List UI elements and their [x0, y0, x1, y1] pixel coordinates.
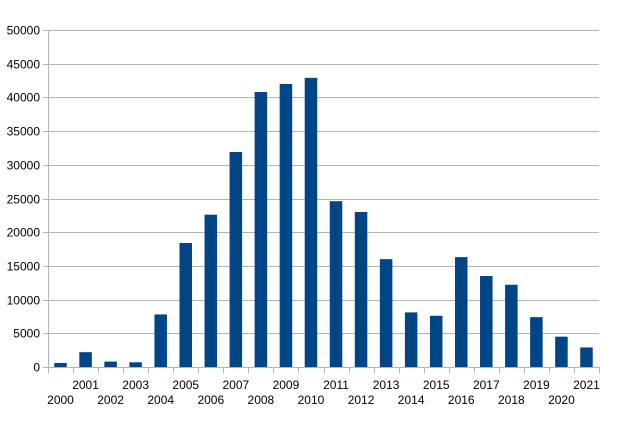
x-tick-label: 2015	[423, 378, 450, 392]
x-tick-label: 2003	[122, 378, 149, 392]
bar-2007	[229, 151, 243, 367]
x-tick-label: 2020	[548, 393, 575, 407]
bar-2014	[404, 312, 418, 367]
x-axis-tick-labels: 2000200120022003200420052006200720082009…	[47, 378, 600, 407]
x-tick-label: 2007	[222, 378, 249, 392]
x-tick-label: 2010	[298, 393, 325, 407]
bar-2005	[179, 242, 193, 367]
x-tick-label: 2012	[348, 393, 375, 407]
bar-2003	[129, 362, 142, 367]
x-tick-label: 2009	[273, 378, 300, 392]
y-tick-label: 35000	[7, 125, 41, 139]
bar-2019	[530, 317, 543, 367]
bar-2015	[429, 315, 443, 367]
y-tick-label: 30000	[7, 159, 41, 173]
bar-2017	[480, 276, 493, 367]
y-tick-label: 0	[33, 361, 40, 375]
y-tick-label: 25000	[7, 193, 41, 207]
x-tick-label: 2019	[523, 378, 550, 392]
bar-2004	[154, 314, 167, 367]
x-tick-label: 2016	[448, 393, 475, 407]
x-tick-label: 2011	[323, 378, 349, 392]
axes	[48, 30, 600, 373]
x-tick-label: 2000	[47, 393, 74, 407]
bar-2020	[555, 336, 568, 367]
bar-2006	[204, 214, 218, 367]
y-tick-label: 40000	[7, 91, 41, 105]
y-tick-label: 20000	[7, 226, 41, 240]
y-tick-label: 45000	[7, 58, 41, 72]
y-axis-tick-labels: 0 5000 10000 15000 20000 25000 30000 35000 40000…	[7, 24, 41, 375]
bar-2008	[254, 92, 268, 368]
bars	[54, 77, 593, 368]
x-tick-label: 2021	[573, 378, 600, 392]
x-tick-label: 2018	[498, 393, 525, 407]
x-tick-label: 2006	[197, 393, 224, 407]
y-tick-label: 50000	[7, 24, 41, 38]
x-tick-label: 2008	[248, 393, 275, 407]
bar-2001	[79, 352, 92, 367]
bar-2013	[379, 259, 393, 367]
bar-2021	[580, 347, 593, 367]
gridlines	[43, 30, 599, 368]
bar-2016	[454, 257, 468, 367]
bar-2009	[279, 83, 293, 368]
bar-2010	[304, 77, 318, 367]
x-tick-label: 2004	[147, 393, 174, 407]
y-tick-label: 15000	[7, 260, 41, 274]
bar-2018	[505, 284, 518, 367]
x-tick-label: 2017	[473, 378, 500, 392]
y-tick-label: 10000	[7, 294, 41, 308]
bar-2011	[329, 201, 343, 367]
bar-2000	[54, 362, 67, 367]
bar-2002	[104, 361, 117, 367]
x-tick-label: 2002	[97, 393, 124, 407]
x-tick-label: 2001	[72, 378, 99, 392]
x-tick-label: 2014	[398, 393, 425, 407]
x-tick-label: 2005	[172, 378, 199, 392]
y-tick-label: 5000	[13, 327, 40, 341]
bar-2012	[354, 211, 368, 367]
x-tick-label: 2013	[373, 378, 400, 392]
